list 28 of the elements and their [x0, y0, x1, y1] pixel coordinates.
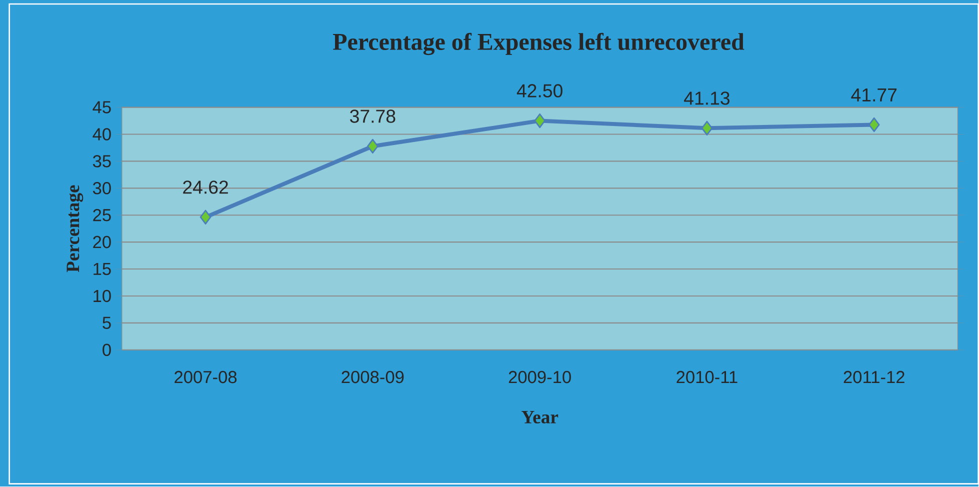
x-tick-label: 2009-10	[508, 371, 571, 384]
y-tick-label: 5	[102, 317, 111, 330]
y-tick-label: 40	[92, 128, 111, 141]
data-label: 37.78	[350, 110, 396, 124]
data-label: 42.50	[516, 84, 562, 98]
y-tick-label: 20	[93, 236, 111, 248]
x-axis-title: Year	[522, 411, 558, 424]
chart-title: Percentage of Expenses left unrecovered	[333, 33, 744, 56]
point	[868, 118, 880, 132]
x-tick-label: 2007-08	[174, 371, 237, 384]
y-tick-label: 25	[93, 209, 111, 222]
point	[200, 210, 212, 225]
data-label: 41.77	[851, 88, 897, 102]
data-label: 24.62	[183, 180, 228, 194]
y-tick-label: 10	[94, 290, 111, 302]
data-label: 41.13	[684, 92, 730, 106]
y-tick-label: 30	[92, 182, 111, 195]
y-tick-label: 35	[92, 155, 111, 168]
x-tick-label: 2010-11	[676, 371, 738, 384]
y-tick-label: 15	[94, 263, 111, 276]
x-tick-label: 2011-12	[844, 371, 904, 384]
y-axis-title: Percentage	[66, 185, 84, 272]
y-tick-label: 45	[92, 102, 111, 114]
point	[534, 114, 546, 128]
x-tick-label: 2008-09	[342, 371, 404, 384]
point	[701, 121, 713, 136]
point	[367, 139, 378, 154]
y-tick-label: 0	[102, 344, 111, 356]
